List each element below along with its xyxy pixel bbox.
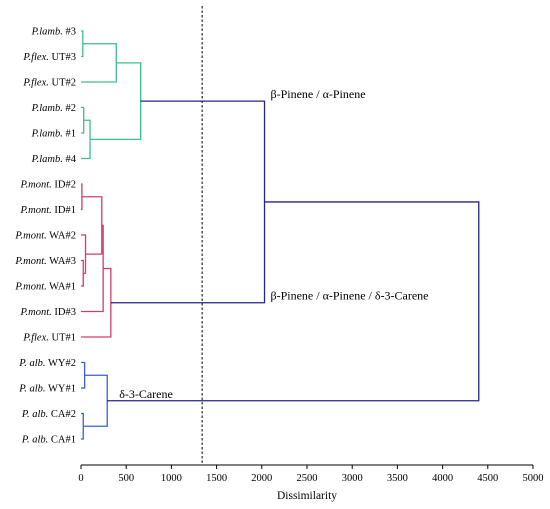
leaf-id: UT#3	[49, 52, 76, 63]
leaf-id: UT#1	[49, 333, 76, 344]
leaf-label: P.lamb. #4	[31, 154, 77, 165]
cluster-link-r1	[81, 183, 83, 211]
leaf-id: #4	[63, 154, 77, 165]
cluster-link-r6	[81, 267, 112, 338]
leaf-label: P. alb. WY#2	[18, 358, 76, 369]
x-tick-label: 4500	[477, 473, 498, 484]
leaf-id: ID#2	[52, 180, 76, 191]
x-tick-label: 1500	[206, 473, 227, 484]
leaf-label: P.lamb. #2	[31, 103, 76, 114]
leaf-id: #1	[63, 129, 76, 140]
cluster-link-g1	[81, 30, 84, 58]
leaf-id: CA#1	[48, 435, 76, 446]
leaf-id: WA#2	[47, 231, 76, 242]
cluster-annotation: β-Pinene / α-Pinene	[271, 87, 366, 101]
x-tick-label: 3500	[387, 473, 408, 484]
leaf-id: #3	[63, 27, 76, 38]
leaf-id: WY#1	[46, 384, 76, 395]
leaf-label: P. alb. WY#1	[18, 384, 76, 395]
leaf-genus: P. alb.	[18, 384, 45, 395]
leaf-id: ID#1	[52, 205, 76, 216]
leaf-genus: P. alb.	[21, 409, 48, 420]
leaf-genus: P.lamb.	[31, 27, 63, 38]
leaf-id: #2	[63, 103, 76, 114]
cluster-annotation: δ-3-Carene	[119, 387, 173, 401]
leaf-genus: P.flex.	[22, 333, 48, 344]
leaf-id: WA#3	[47, 256, 76, 267]
leaf-genus: P.mont.	[14, 256, 46, 267]
x-tick-label: 0	[78, 473, 83, 484]
leaf-label: P.mont. WA#3	[14, 256, 76, 267]
leaf-genus: P. alb.	[18, 358, 45, 369]
x-axis-title: Dissimilarity	[277, 490, 337, 502]
dendrogram-links	[81, 30, 480, 440]
leaf-id: CA#2	[48, 409, 76, 420]
leaf-label: P.mont. ID#2	[19, 180, 76, 191]
leaf-genus: P.flex.	[22, 52, 48, 63]
leaf-genus: P.mont.	[14, 231, 46, 242]
leaf-genus: P.lamb.	[31, 103, 63, 114]
x-tick-label: 2500	[297, 473, 318, 484]
leaf-genus: P.lamb.	[31, 154, 63, 165]
leaf-label: P.flex. UT#1	[22, 333, 76, 344]
leaf-label: P. alb. CA#2	[21, 409, 76, 420]
leaf-label: P.mont. ID#3	[19, 307, 76, 318]
leaf-id: WY#2	[46, 358, 76, 369]
x-tick-label: 1000	[161, 473, 182, 484]
leaf-id: WA#1	[47, 282, 76, 293]
leaf-label: P.lamb. #1	[31, 129, 76, 140]
cluster-link-n2	[107, 201, 480, 402]
leaf-label: P.lamb. #3	[31, 27, 76, 38]
leaf-id: UT#2	[49, 78, 76, 89]
x-tick-label: 4000	[432, 473, 453, 484]
leaf-label: P.mont. ID#1	[19, 205, 76, 216]
leaf-genus: P. alb.	[21, 435, 48, 446]
leaf-label: P.mont. WA#2	[14, 231, 76, 242]
cluster-link-n1	[110, 100, 266, 304]
cluster-link-b1	[81, 361, 86, 389]
x-tick-label: 2000	[251, 473, 272, 484]
leaf-genus: P.lamb.	[31, 129, 63, 140]
cluster-link-g2	[81, 43, 117, 83]
leaf-label: P.mont. WA#1	[14, 282, 76, 293]
leaf-labels: P.lamb. #3P.flex. UT#3P.flex. UT#2P.lamb…	[14, 27, 76, 446]
leaf-genus: P.mont.	[19, 307, 51, 318]
cluster-link-r5	[81, 224, 104, 313]
x-tick-label: 3000	[342, 473, 363, 484]
leaf-id: ID#3	[52, 307, 76, 318]
leaf-genus: P.mont.	[14, 282, 46, 293]
leaf-genus: P.mont.	[19, 180, 51, 191]
leaf-genus: P.flex.	[22, 78, 48, 89]
leaf-label: P. alb. CA#1	[21, 435, 76, 446]
cluster-link-r2	[81, 259, 84, 287]
x-axis: 0 500 1000 1500 2000 2500 3000 3500 4000 4500 5000	[78, 464, 544, 484]
x-tick-label: 5000	[523, 473, 544, 484]
leaf-label: P.flex. UT#2	[22, 78, 76, 89]
cluster-link-b2	[81, 412, 84, 440]
leaf-label: P.flex. UT#3	[22, 52, 76, 63]
cluster-link-g3	[81, 106, 85, 134]
leaf-genus: P.mont.	[19, 205, 51, 216]
x-tick-label: 500	[118, 473, 134, 484]
cluster-annotation: β-Pinene / α-Pinene / δ-3-Carene	[271, 289, 429, 303]
cluster-link-g4	[81, 119, 91, 160]
cluster-link-g5	[90, 62, 142, 141]
cluster-annotations: β-Pinene / α-Pinene β-Pinene / α-Pinene /…	[119, 87, 428, 401]
cluster-link-b3	[83, 374, 108, 427]
